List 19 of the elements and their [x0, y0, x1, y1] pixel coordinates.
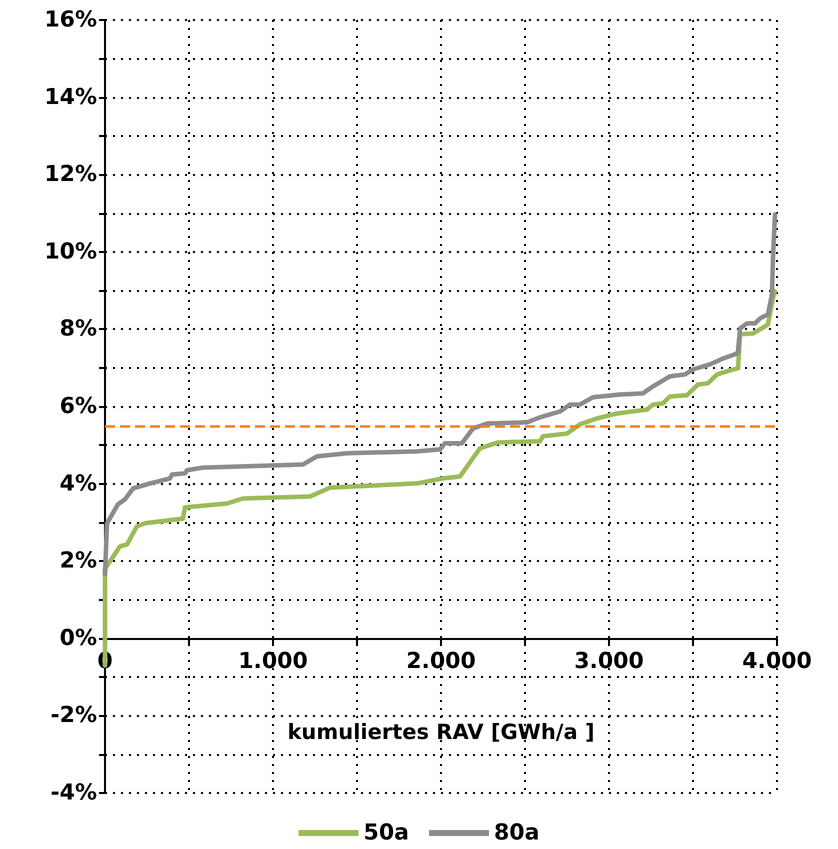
line-series [102, 212, 778, 576]
y-tick-label: 10% [44, 239, 97, 264]
legend-label: 50a [364, 820, 410, 846]
y-tick-label: 4% [60, 471, 97, 496]
y-tick-label: 6% [60, 394, 97, 419]
y-tick-label: 2% [60, 548, 97, 574]
x-axis-title: kumuliertes RAV [GWh/a ] [287, 720, 595, 744]
y-tick-label: 14% [44, 84, 97, 110]
y-tick-label: -4% [50, 780, 97, 806]
y-tick-label: 12% [44, 162, 97, 188]
x-tick-label: 2.000 [406, 648, 476, 674]
x-tick-label: 1.000 [238, 648, 308, 674]
y-tick-label: 0% [60, 626, 97, 651]
y-tick-label: -2% [50, 703, 97, 728]
x-tick-label: 3.000 [574, 648, 644, 674]
x-tick-label: 4.000 [742, 648, 812, 674]
legend-label: 80a [494, 820, 540, 846]
y-tick-label: 16% [44, 8, 97, 32]
y-tick-label: 8% [60, 316, 97, 342]
